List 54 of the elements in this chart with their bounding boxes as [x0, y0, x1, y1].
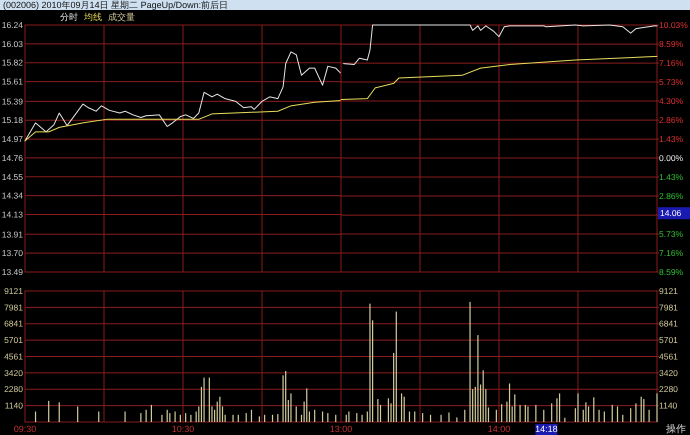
text: 操作	[666, 423, 686, 435]
y2-tick-label: 5.73%	[659, 77, 684, 88]
y2-tick-label: 7981	[659, 302, 678, 312]
y-tick-label: 5701	[4, 335, 24, 346]
y-tick-label: 15.39	[2, 96, 24, 106]
y2-tick-label: 1140	[659, 400, 678, 411]
y2-tick-label: 10.03%	[659, 20, 688, 30]
y2-tick-label: 2.86%	[659, 115, 684, 126]
x-tick-label: 09:30	[14, 424, 36, 434]
chart-title: (002006) 2010年09月14日 星期二 PageUp/Down:前后日	[3, 0, 228, 10]
text: 14.06	[660, 208, 682, 218]
y-tick-label: 13.91	[2, 229, 24, 240]
y-tick-label: 4561	[4, 351, 24, 362]
y-tick-label: 16.24	[2, 20, 24, 30]
y-tick-label: 6841	[4, 318, 24, 329]
y2-tick-label: 2.86%	[659, 190, 684, 201]
y-tick-label: 15.82	[2, 58, 24, 68]
x-tick-label: 10:30	[172, 424, 194, 434]
y2-tick-label: 7.16%	[659, 248, 684, 258]
y-tick-label: 14.55	[2, 172, 24, 182]
y2-tick-label: 7.16%	[659, 58, 684, 68]
y-tick-label: 1140	[4, 400, 24, 411]
y2-tick-label: 5701	[659, 335, 678, 346]
y-tick-label: 2280	[4, 384, 24, 394]
y-tick-label: 14.97	[2, 134, 24, 144]
x-tick-label: 14:00	[488, 424, 510, 434]
y-tick-label: 13.70	[2, 248, 24, 258]
annotation: 14:18	[535, 424, 558, 434]
y-tick-label: 16.03	[2, 38, 24, 49]
y2-tick-label: 5.73%	[659, 229, 684, 240]
y2-tick-label: 8.59%	[659, 39, 684, 50]
y-tick-label: 13.49	[2, 266, 24, 277]
y2-tick-label: 1.43%	[659, 134, 684, 144]
y-tick-label: 9121	[4, 286, 24, 296]
y-tick-label: 7981	[4, 302, 24, 312]
y-tick-label: 14.34	[2, 190, 24, 201]
y2-tick-label: 0.00%	[659, 153, 684, 164]
y-tick-label: 3420	[4, 368, 24, 378]
text: 均线	[83, 12, 102, 22]
y2-tick-label: 9121	[659, 286, 678, 296]
y2-tick-label: 8.59%	[659, 266, 684, 277]
y2-tick-label: 2280	[659, 384, 678, 394]
y-tick-label: 15.18	[2, 115, 24, 126]
y-tick-label: 14.76	[2, 152, 24, 163]
y2-tick-label: 1.43%	[659, 172, 684, 182]
y-tick-label: 15.61	[2, 76, 24, 87]
text: 成交量	[108, 12, 135, 22]
y2-tick-label: 4561	[659, 351, 678, 362]
text: 分时	[60, 12, 78, 22]
y2-tick-label: 6841	[659, 318, 678, 329]
x-tick-label: 13:00	[330, 424, 352, 434]
y2-tick-label: 4.30%	[659, 96, 684, 106]
y2-tick-label: 3420	[659, 368, 678, 378]
y-tick-label: 14.13	[2, 209, 24, 220]
